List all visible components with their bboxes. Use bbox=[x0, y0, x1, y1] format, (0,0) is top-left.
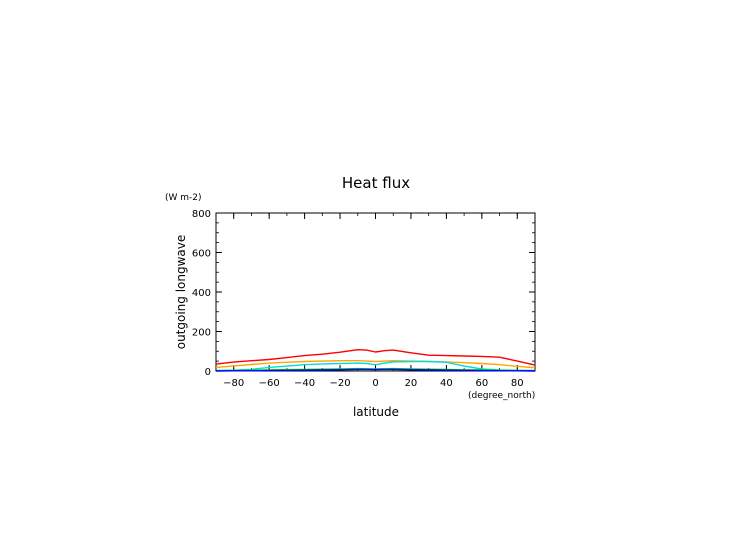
y-tick-label: 200 bbox=[192, 328, 211, 339]
x-tick-label: 80 bbox=[511, 378, 524, 389]
y-tick-label: 400 bbox=[192, 288, 211, 299]
plot-frame bbox=[215, 212, 536, 372]
y-tick-label: 800 bbox=[192, 209, 211, 220]
y-tick-label: 0 bbox=[205, 367, 211, 378]
x-tick-label: −20 bbox=[330, 378, 351, 389]
x-tick-label: −40 bbox=[294, 378, 315, 389]
y-tick-label: 600 bbox=[192, 249, 211, 260]
x-tick-label: 60 bbox=[475, 378, 488, 389]
y-axis-label: outgoing longwave bbox=[174, 235, 188, 350]
x-axis-units: (degree_north) bbox=[468, 391, 535, 401]
x-tick-label: 20 bbox=[405, 378, 418, 389]
y-axis-units: (W m-2) bbox=[165, 193, 202, 203]
series-line-1 bbox=[215, 349, 536, 366]
x-tick-label: −80 bbox=[223, 378, 244, 389]
series-line-3 bbox=[215, 360, 536, 372]
x-tick-label: 40 bbox=[440, 378, 453, 389]
x-tick-label: −60 bbox=[259, 378, 280, 389]
chart-title: Heat flux bbox=[342, 174, 410, 192]
x-axis-label: latitude bbox=[353, 405, 399, 419]
x-tick-label: 0 bbox=[372, 378, 378, 389]
series-line-2 bbox=[215, 360, 536, 369]
series-line-5 bbox=[215, 368, 536, 372]
